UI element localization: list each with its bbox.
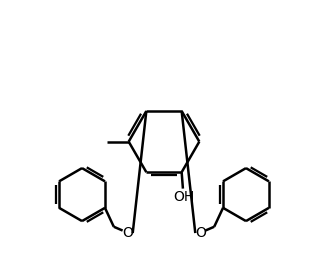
Text: O: O bbox=[122, 225, 133, 239]
Text: O: O bbox=[195, 225, 206, 239]
Text: OH: OH bbox=[174, 189, 195, 203]
